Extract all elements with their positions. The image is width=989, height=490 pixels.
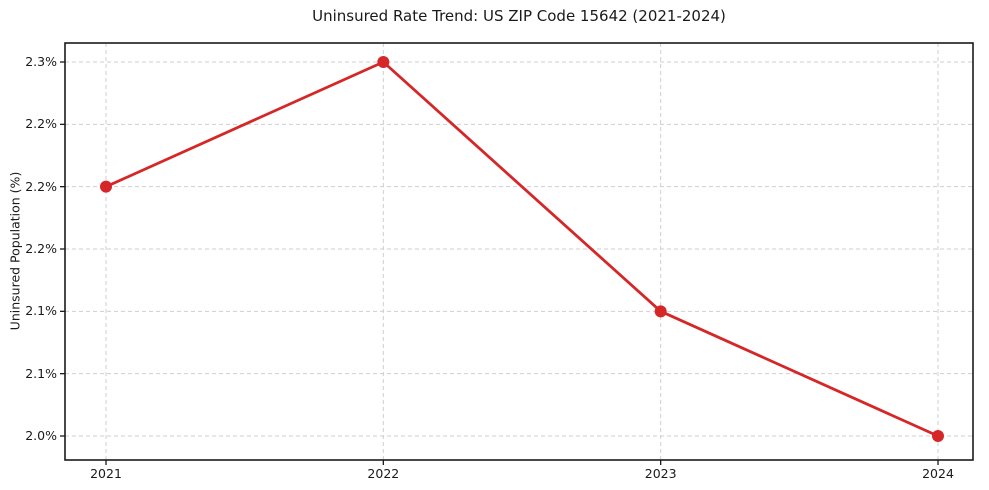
data-point-2023 (654, 305, 667, 318)
y-tick-label: 2.2% (25, 178, 57, 194)
y-tick-label: 2.2% (25, 116, 57, 132)
y-tick-label: 2.1% (25, 365, 57, 381)
chart-title: Uninsured Rate Trend: US ZIP Code 15642 … (312, 7, 726, 25)
x-tick-label: 2023 (644, 466, 677, 481)
plot-border (64, 42, 974, 461)
data-point-2022 (377, 56, 390, 68)
data-point-2024 (932, 430, 944, 442)
y-tick-label: 2.3% (25, 54, 57, 69)
trend-line (104, 60, 940, 438)
data-point-2021 (100, 180, 112, 193)
y-tick-label: 2.2% (25, 241, 57, 256)
x-tick-label: 2024 (922, 466, 954, 481)
x-tick-label: 2021 (90, 466, 122, 481)
y-tick-label: 2.0% (25, 428, 57, 443)
x-tick-label: 2022 (367, 466, 400, 481)
y-tick-label: 2.1% (25, 303, 57, 319)
